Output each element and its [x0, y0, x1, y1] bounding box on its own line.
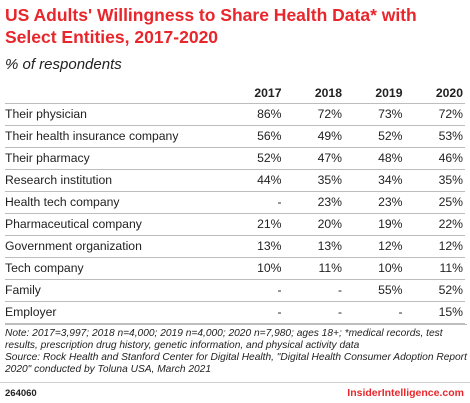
value-cell: 46% — [404, 147, 465, 170]
table-row: Health tech company -23% 23% 25% — [5, 191, 465, 214]
row-label: Health tech company — [5, 191, 223, 214]
chart-title: US Adults' Willingness to Share Health D… — [5, 5, 417, 47]
value-cell: - — [223, 301, 284, 324]
column-header: 2019 — [344, 83, 405, 104]
row-label: Their health insurance company — [5, 125, 223, 148]
value-cell: 72% — [404, 103, 465, 126]
table-row: Pharmaceutical company 21% 20% 19% 22% — [5, 213, 465, 236]
table-header-row: 2017 2018 2019 2020 — [5, 83, 465, 104]
table-row: Government organization 13% 13% 12% 12% — [5, 235, 465, 258]
value-cell: 56% — [223, 125, 284, 148]
note-text: Note: 2017=3,997; 2018 n=4,000; 2019 n=4… — [5, 328, 443, 351]
value-cell: 48% — [344, 147, 405, 170]
chart-note: Note: 2017=3,997; 2018 n=4,000; 2019 n=4… — [5, 324, 467, 376]
value-cell: 35% — [404, 169, 465, 192]
value-cell: 11% — [404, 257, 465, 280]
row-label: Tech company — [5, 257, 223, 280]
footer: 264060 InsiderIntelligence.com — [0, 382, 470, 403]
data-table: 2017 2018 2019 2020 Their physician 86% 72… — [5, 83, 465, 324]
table-row: Family - -55% 52% — [5, 279, 465, 302]
table-row: Their physician 86% 72% 73% 72% — [5, 103, 465, 126]
value-cell: - — [283, 279, 344, 302]
table-row: Research institution 44% 35% 34% 35% — [5, 169, 465, 192]
row-label: Family — [5, 279, 223, 302]
value-cell: 49% — [283, 125, 344, 148]
row-label: Their pharmacy — [5, 147, 223, 170]
table-body: Their physician 86% 72% 73% 72% Their health … — [5, 103, 465, 324]
value-cell: 86% — [223, 103, 284, 126]
value-cell: - — [223, 191, 284, 214]
value-cell: 44% — [223, 169, 284, 192]
value-cell: 10% — [344, 257, 405, 280]
value-cell: 35% — [283, 169, 344, 192]
value-cell: 20% — [283, 213, 344, 236]
value-cell: 22% — [404, 213, 465, 236]
value-cell: 19% — [344, 213, 405, 236]
value-cell: 12% — [344, 235, 405, 258]
value-cell: 10% — [223, 257, 284, 280]
value-cell: 34% — [344, 169, 405, 192]
value-cell: 23% — [344, 191, 405, 214]
table-row: Their pharmacy 52% 47% 48% 46% — [5, 147, 465, 170]
column-header: 2017 — [223, 83, 284, 104]
header-label-cell — [5, 83, 223, 104]
value-cell: - — [344, 301, 405, 324]
value-cell: 52% — [404, 279, 465, 302]
value-cell: 21% — [223, 213, 284, 236]
value-cell: 13% — [223, 235, 284, 258]
value-cell: 47% — [283, 147, 344, 170]
value-cell: 15% — [404, 301, 465, 324]
row-label: Government organization — [5, 235, 223, 258]
table-row: Their health insurance company 56% 49% 52% 5… — [5, 125, 465, 148]
row-label: Research institution — [5, 169, 223, 192]
chart-subtitle: % of respondents — [5, 56, 122, 73]
value-cell: - — [223, 279, 284, 302]
value-cell: 55% — [344, 279, 405, 302]
value-cell: 13% — [283, 235, 344, 258]
value-cell: 11% — [283, 257, 344, 280]
value-cell: 12% — [404, 235, 465, 258]
row-label: Employer — [5, 301, 223, 324]
value-cell: 52% — [344, 125, 405, 148]
value-cell: - — [283, 301, 344, 324]
row-label: Pharmaceutical company — [5, 213, 223, 236]
value-cell: 73% — [344, 103, 405, 126]
brand-link[interactable]: InsiderIntelligence.com — [347, 387, 464, 399]
value-cell: 52% — [223, 147, 284, 170]
value-cell: 23% — [283, 191, 344, 214]
column-header: 2020 — [404, 83, 465, 104]
value-cell: 25% — [404, 191, 465, 214]
table-row: Tech company 10% 11% 10% 11% — [5, 257, 465, 280]
row-label: Their physician — [5, 103, 223, 126]
source-text: Source: Rock Health and Stanford Center … — [5, 352, 467, 375]
column-header: 2018 — [283, 83, 344, 104]
value-cell: 72% — [283, 103, 344, 126]
value-cell: 53% — [404, 125, 465, 148]
table-row: Employer - - -15% — [5, 301, 465, 324]
chart-id: 264060 — [5, 388, 37, 399]
